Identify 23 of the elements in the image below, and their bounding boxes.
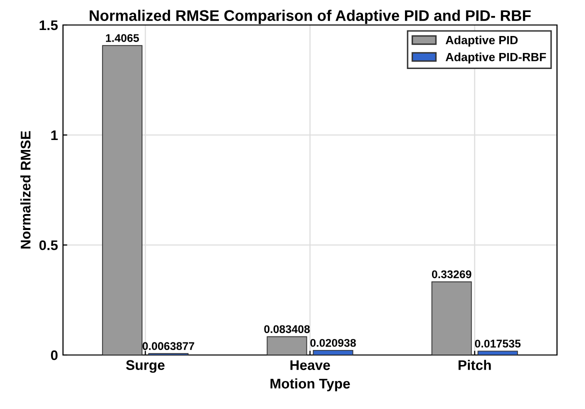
y-tick-label: 1 [51,130,58,140]
data-label: 1.4065 [106,34,139,42]
chart-title: Normalized RMSE Comparison of Adaptive PID and PID- RBF [90,10,531,24]
x-tick-label: Pitch [458,360,491,370]
legend-label: Adaptive PID-RBF [446,52,546,64]
data-label: 0.020938 [310,338,356,347]
y-tick-label: 0 [50,350,58,360]
data-label: 0.0063877 [142,342,194,350]
data-label: 0.083408 [264,325,310,334]
legend-label: Adaptive PID [446,36,518,47]
bar [102,45,142,355]
bar [312,350,354,355]
bar [431,281,472,355]
bar [266,336,308,355]
data-label: 0.33269 [432,270,472,278]
bar [478,350,518,355]
y-axis-title: Normalized RMSE [20,131,31,248]
x-axis-title: Motion Type [270,378,350,392]
y-tick-label: 1.5 [40,20,58,30]
data-label: 0.017535 [474,340,521,348]
x-tick-label: Heave [290,360,330,370]
y-tick-label: 0.5 [39,240,58,250]
x-tick-label: Surge [126,360,165,373]
